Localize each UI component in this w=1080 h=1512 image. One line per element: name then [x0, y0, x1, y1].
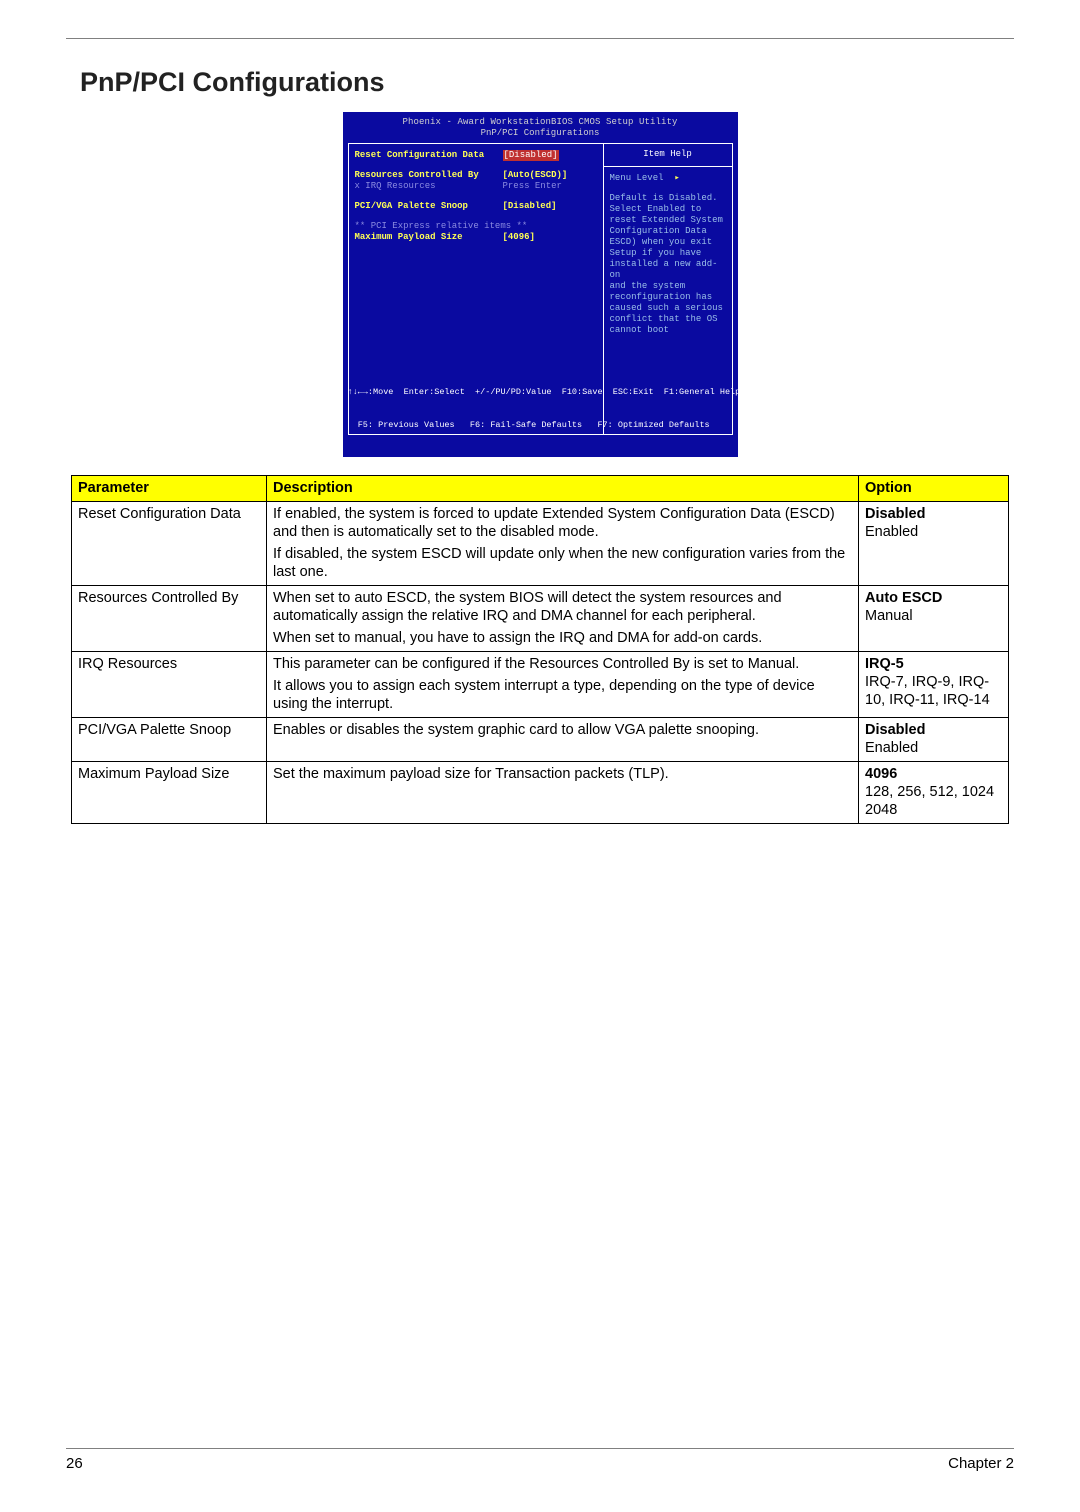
bios-help-line: Default is Disabled. — [610, 193, 726, 204]
bios-setting-value: [Disabled] — [503, 201, 557, 212]
cell-description: Enables or disables the system graphic c… — [267, 718, 859, 762]
bios-screenshot: Phoenix - Award WorkstationBIOS CMOS Set… — [343, 112, 738, 457]
table-row: IRQ ResourcesThis parameter can be confi… — [72, 652, 1009, 718]
bios-help-line: Setup if you have — [610, 248, 726, 259]
cell-option: DisabledEnabled — [859, 718, 1009, 762]
table-header-description: Description — [267, 476, 859, 502]
bios-setting-row: x IRQ ResourcesPress Enter — [355, 181, 597, 192]
bios-setting-label: PCI/VGA Palette Snoop — [355, 201, 503, 212]
cell-option: IRQ-5IRQ-7, IRQ-9, IRQ-10, IRQ-11, IRQ-1… — [859, 652, 1009, 718]
bios-setting-row: Resources Controlled By[Auto(ESCD)] — [355, 170, 597, 181]
bios-setting-label: Maximum Payload Size — [355, 232, 503, 243]
bios-footer: ↑↓←→:Move Enter:Select +/-/PU/PD:Value F… — [348, 365, 733, 453]
cell-parameter: Resources Controlled By — [72, 586, 267, 652]
cell-parameter: IRQ Resources — [72, 652, 267, 718]
bios-help-line: ESCD) when you exit — [610, 237, 726, 248]
bios-help-line: conflict that the OS — [610, 314, 726, 325]
cell-parameter: Reset Configuration Data — [72, 502, 267, 586]
bios-setting-value: [Disabled] — [503, 150, 559, 161]
bios-setting-row: Maximum Payload Size[4096] — [355, 232, 597, 243]
bios-setting-row: ** PCI Express relative items ** — [355, 221, 597, 232]
bios-help-line: reconfiguration has — [610, 292, 726, 303]
table-header-parameter: Parameter — [72, 476, 267, 502]
table-row: PCI/VGA Palette SnoopEnables or disables… — [72, 718, 1009, 762]
bios-help-line: and the system — [610, 281, 726, 292]
bios-setting-value: Press Enter — [503, 181, 562, 192]
bios-help-line: Select Enabled to — [610, 204, 726, 215]
bios-setting-label: Reset Configuration Data — [355, 150, 503, 161]
cell-description: When set to auto ESCD, the system BIOS w… — [267, 586, 859, 652]
page-footer: 26 Chapter 2 — [66, 1448, 1014, 1472]
table-row: Maximum Payload SizeSet the maximum payl… — [72, 762, 1009, 824]
cell-description: Set the maximum payload size for Transac… — [267, 762, 859, 824]
bios-help-line: reset Extended System — [610, 215, 726, 226]
bios-help-text: Default is Disabled.Select Enabled tores… — [610, 193, 726, 336]
cell-option: DisabledEnabled — [859, 502, 1009, 586]
cell-option: 4096128, 256, 512, 1024 2048 — [859, 762, 1009, 824]
bios-menu-level: Menu Level ▸ — [610, 173, 726, 184]
bios-help-line: cannot boot — [610, 325, 726, 336]
top-rule — [66, 38, 1014, 39]
bios-help-line: caused such a serious — [610, 303, 726, 314]
bios-setting-value: [4096] — [503, 232, 535, 243]
bios-title-line2: PnP/PCI Configurations — [343, 128, 738, 143]
cell-parameter: Maximum Payload Size — [72, 762, 267, 824]
table-row: Reset Configuration DataIf enabled, the … — [72, 502, 1009, 586]
cell-option: Auto ESCDManual — [859, 586, 1009, 652]
table-row: Resources Controlled ByWhen set to auto … — [72, 586, 1009, 652]
bios-setting-label: Resources Controlled By — [355, 170, 503, 181]
document-page: PnP/PCI Configurations Phoenix - Award W… — [0, 0, 1080, 1512]
bios-setting-row: Reset Configuration Data[Disabled] — [355, 150, 597, 161]
bios-menu-level-label: Menu Level — [610, 173, 664, 184]
bios-footer-line1: ↑↓←→:Move Enter:Select +/-/PU/PD:Value F… — [348, 387, 733, 398]
chapter-label: Chapter 2 — [948, 1455, 1014, 1472]
table-header-row: Parameter Description Option — [72, 476, 1009, 502]
cell-parameter: PCI/VGA Palette Snoop — [72, 718, 267, 762]
bios-title-line1: Phoenix - Award WorkstationBIOS CMOS Set… — [343, 112, 738, 128]
bios-setting-value: [Auto(ESCD)] — [503, 170, 568, 181]
cell-description: This parameter can be configured if the … — [267, 652, 859, 718]
cell-description: If enabled, the system is forced to upda… — [267, 502, 859, 586]
bios-setting-label: x IRQ Resources — [355, 181, 503, 192]
bios-item-help-title: Item Help — [604, 149, 732, 167]
page-number: 26 — [66, 1455, 83, 1472]
bios-help-line: Configuration Data — [610, 226, 726, 237]
parameter-table: Parameter Description Option Reset Confi… — [71, 475, 1009, 824]
bios-menu-level-arrow-icon: ▸ — [674, 173, 679, 184]
bios-help-line: installed a new add-on — [610, 259, 726, 281]
bios-setting-label: ** PCI Express relative items ** — [355, 221, 528, 232]
page-title: PnP/PCI Configurations — [80, 67, 1014, 98]
table-header-option: Option — [859, 476, 1009, 502]
bios-footer-line2: F5: Previous Values F6: Fail-Safe Defaul… — [348, 420, 733, 431]
bios-setting-row: PCI/VGA Palette Snoop[Disabled] — [355, 201, 597, 212]
